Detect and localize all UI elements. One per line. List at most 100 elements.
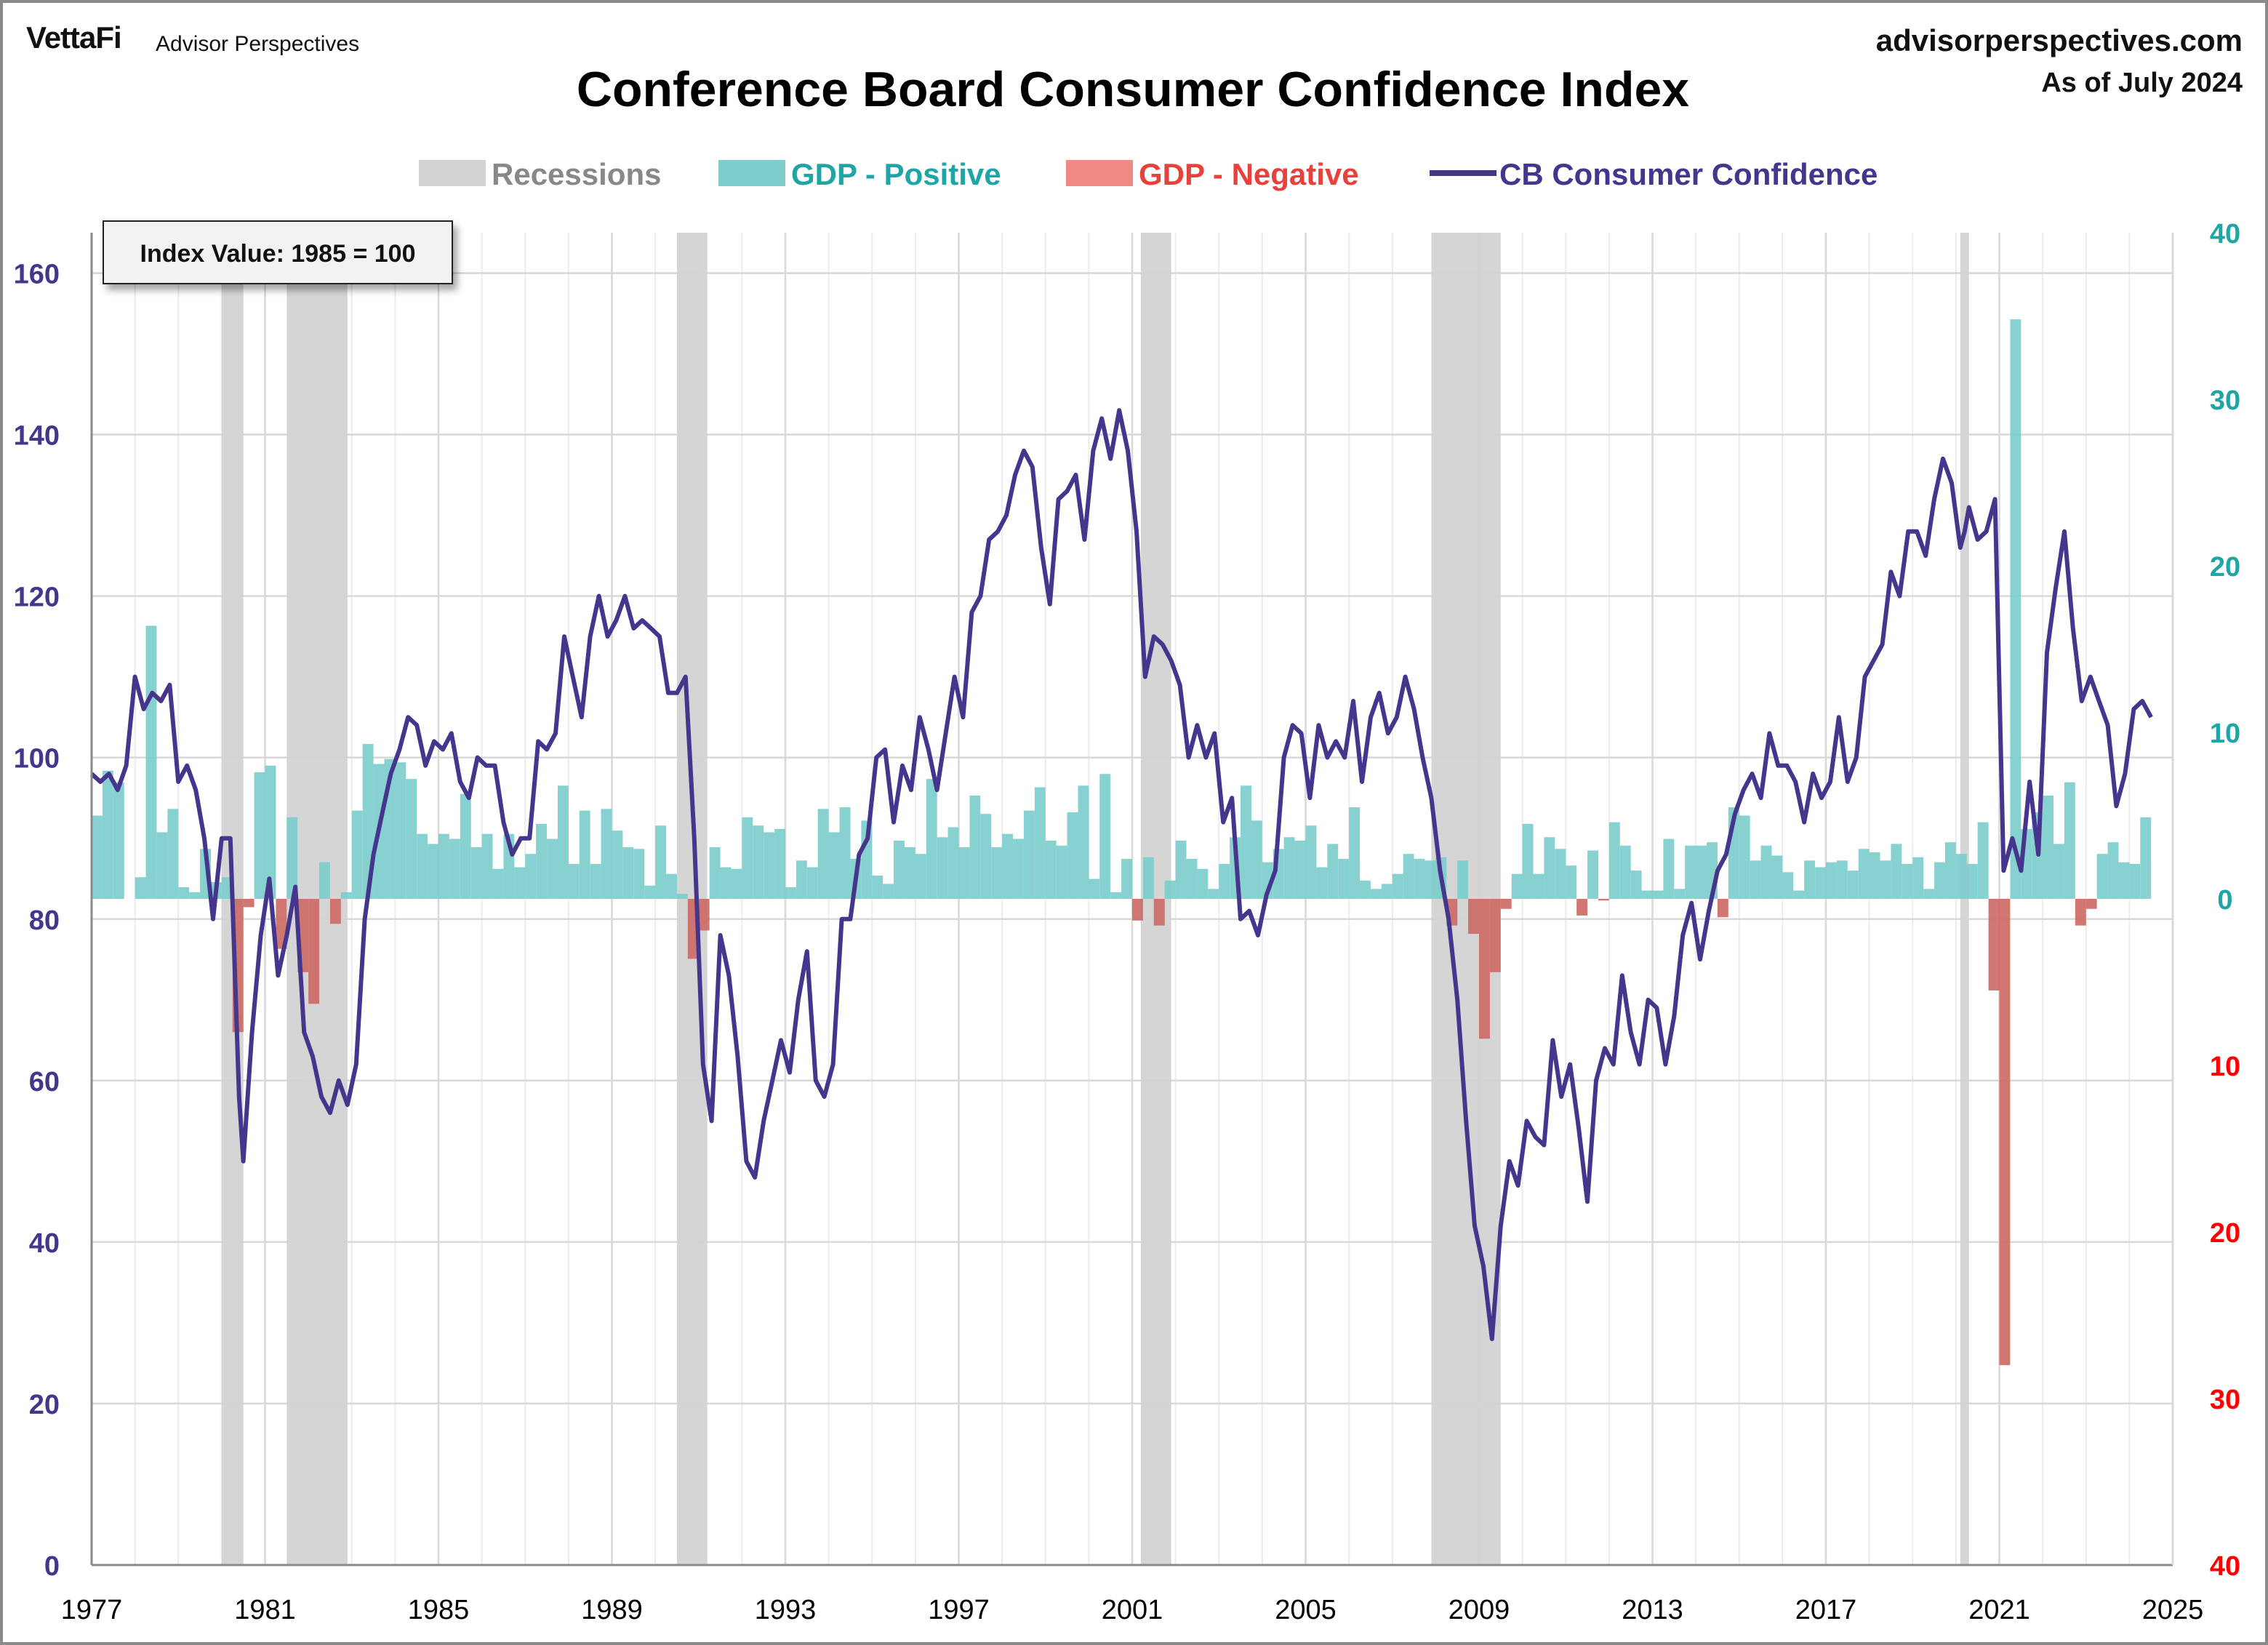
gdp-bar-positive	[351, 810, 363, 899]
gdp-bar-positive	[1186, 859, 1198, 899]
gdp-bar-positive	[1013, 838, 1024, 899]
gdp-bar-positive	[1121, 859, 1132, 899]
gdp-bar-positive	[1142, 857, 1154, 899]
gdp-bar-positive	[395, 762, 406, 899]
legend-item[interactable]: Recessions	[419, 157, 661, 191]
gdp-bar-positive	[1294, 840, 1306, 899]
gdp-bar-negative	[1988, 899, 2000, 990]
gdp-bar-positive	[1251, 820, 1262, 899]
gdp-bar-positive	[709, 847, 721, 899]
gdp-bar-negative	[1153, 899, 1165, 926]
gdp-bar-positive	[676, 894, 688, 899]
gdp-bar-positive	[2053, 844, 2064, 899]
gdp-bar-negative	[1999, 899, 2011, 1366]
axes	[90, 233, 2174, 1566]
gdp-bar-positive	[2107, 842, 2119, 899]
gdp-bar-positive	[1619, 845, 1631, 899]
gdp-bar-positive	[2140, 817, 2152, 899]
gdp-bar-positive	[1316, 867, 1328, 899]
right-tick-label-positive: 30	[2210, 385, 2240, 416]
gdp-bar-positive	[340, 892, 352, 899]
gdp-bar-negative	[1717, 899, 1728, 918]
gdp-bar-positive	[102, 770, 113, 899]
legend-label: GDP - Positive	[791, 157, 1001, 191]
legend-item[interactable]: GDP - Positive	[718, 157, 1001, 191]
gdp-bar-positive	[958, 847, 970, 899]
gdp-bar-positive	[1902, 863, 1913, 899]
gdp-bar-positive	[785, 886, 796, 899]
gdp-bar-positive	[883, 884, 894, 899]
gdp-bar-positive	[894, 840, 905, 899]
gdp-bar-positive	[1934, 862, 1945, 899]
gdp-bar-positive	[1457, 860, 1469, 899]
gdp-bar-positive	[1305, 825, 1317, 899]
x-tick-label: 2005	[1275, 1595, 1337, 1625]
gdp-bar-positive	[655, 825, 667, 899]
x-tick-label: 1985	[408, 1595, 470, 1625]
gdp-bar-positive	[1847, 870, 1859, 899]
gdp-bar-positive	[1403, 854, 1414, 899]
gdp-bar-positive	[1869, 852, 1880, 899]
x-tick-label: 1981	[234, 1595, 296, 1625]
gdp-bar-positive	[525, 854, 537, 899]
legend-item[interactable]: CB Consumer Confidence	[1430, 157, 1878, 191]
x-tick-label: 2025	[2142, 1595, 2204, 1625]
gdp-bar-positive	[1208, 889, 1219, 899]
gdp-bar-positive	[514, 867, 526, 899]
gdp-bar-negative	[276, 899, 287, 949]
gdp-bar-positive	[1089, 878, 1100, 899]
gdp-bar-positive	[1891, 844, 1902, 899]
gdp-bar-negative	[1598, 899, 1609, 901]
gdp-bar-positive	[937, 837, 948, 899]
gdp-bar-positive	[2129, 863, 2141, 899]
gdp-bar-positive	[1696, 845, 1707, 899]
left-tick-label: 80	[29, 905, 60, 936]
site-url: advisorperspectives.com	[1876, 23, 2243, 57]
gdp-bar-positive	[254, 772, 265, 899]
gdp-bar-negative	[1132, 899, 1143, 921]
gdp-bar-positive	[926, 779, 937, 899]
gdp-bar-positive	[1164, 880, 1176, 899]
x-tick-label: 1977	[61, 1595, 123, 1625]
right-tick-label-positive: 0	[2217, 885, 2232, 916]
gdp-bar-positive	[178, 886, 190, 899]
legend-swatch	[419, 160, 486, 186]
gdp-bar-positive	[2064, 782, 2075, 899]
gdp-bar-positive	[742, 817, 753, 899]
gdp-bar-positive	[1566, 865, 1577, 899]
gdp-bar-positive	[1392, 873, 1403, 899]
gdp-bar-positive	[1424, 860, 1436, 899]
gdp-bar-positive	[492, 868, 504, 899]
gdp-bar-positive	[1836, 860, 1848, 899]
gdp-bar-positive	[1641, 890, 1653, 899]
legend-label: Recessions	[492, 157, 661, 191]
left-tick-label: 120	[14, 583, 60, 613]
right-tick-label-positive: 20	[2210, 552, 2240, 583]
gdp-bar-positive	[428, 844, 438, 899]
gdp-bar-positive	[1652, 890, 1664, 899]
left-tick-label: 40	[29, 1228, 60, 1259]
gdp-bar-positive	[1175, 840, 1187, 899]
gdp-bar-positive	[1544, 837, 1555, 899]
gdp-bar-positive	[666, 873, 677, 899]
gdp-bar-positive	[1045, 840, 1057, 899]
gdp-bar-positive	[1750, 860, 1761, 899]
right-tick-label-negative: 30	[2210, 1385, 2240, 1415]
gdp-bar-negative	[1468, 899, 1479, 934]
brand-subtitle: Advisor Perspectives	[156, 32, 359, 56]
gdp-bar-positive	[417, 833, 428, 899]
gdp-bar-positive	[2043, 796, 2054, 899]
gdp-bar-positive	[753, 825, 764, 899]
confidence-line	[89, 408, 2153, 1342]
gdp-bar-negative	[329, 899, 341, 924]
gdp-bar-positive	[92, 815, 103, 899]
gdp-bar-positive	[633, 849, 645, 899]
right-tick-label-positive: 10	[2210, 719, 2240, 749]
legend-item[interactable]: GDP - Negative	[1066, 157, 1359, 191]
gdp-bar-positive	[1327, 844, 1339, 899]
gdp-bar-positive	[1511, 873, 1523, 899]
gdp-bar-positive	[1923, 889, 1935, 899]
left-tick-label: 20	[29, 1390, 60, 1420]
gdp-bar-positive	[1815, 867, 1826, 899]
